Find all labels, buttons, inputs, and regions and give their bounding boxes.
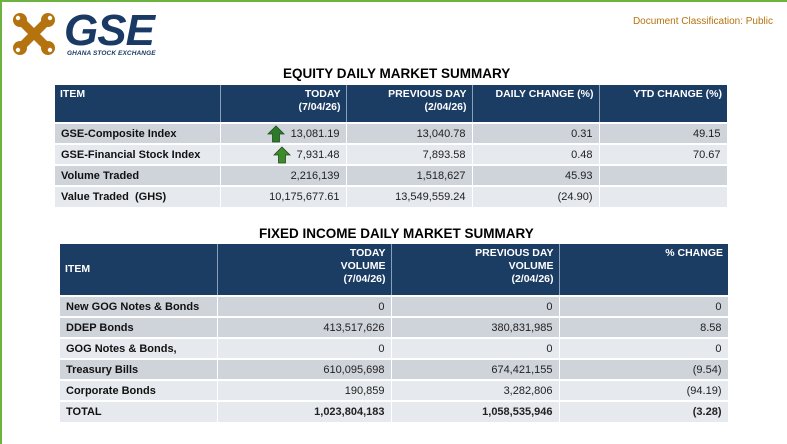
table-row: GOG Notes & Bonds, 0 0 0 bbox=[60, 337, 729, 359]
col-header-today: TODAY (7/04/26) bbox=[220, 85, 347, 123]
up-arrow-icon bbox=[272, 145, 291, 163]
fixed-income-summary-table: ITEM TODAY VOLUME (7/04/26) PREVIOUS DAY VO… bbox=[60, 244, 729, 422]
table-row: Corporate Bonds 190,859 3,282,806 (94.19… bbox=[60, 379, 729, 401]
col-header-ytd-change: YTD CHANGE (%) bbox=[599, 85, 727, 123]
row-item: Corporate Bonds bbox=[60, 379, 218, 401]
row-previous: 380,831,985 bbox=[391, 316, 560, 338]
row-previous: 1,058,535,946 bbox=[391, 400, 560, 422]
row-item: GSE-Financial Stock Index bbox=[55, 143, 221, 165]
row-today: 2,216,139 bbox=[220, 164, 347, 186]
row-today: 190,859 bbox=[217, 379, 392, 401]
row-today: 10,175,677.61 bbox=[220, 185, 347, 207]
row-previous: 13,040.78 bbox=[346, 122, 473, 144]
row-previous: 3,282,806 bbox=[391, 379, 560, 401]
document-classification: Document Classification: Public bbox=[632, 16, 773, 27]
equity-summary-table: ITEM TODAY (7/04/26) PREVIOUS DAY (2/04/26… bbox=[55, 85, 728, 207]
table-row: DDEP Bonds 413,517,626 380,831,985 8.58 bbox=[60, 316, 729, 338]
col-header-percent-change: % CHANGE bbox=[559, 244, 728, 296]
row-change: 8.58 bbox=[559, 316, 729, 338]
row-today: 7,931.48 bbox=[220, 143, 347, 165]
col-header-previous-day-volume: PREVIOUS DAY VOLUME (2/04/26) bbox=[391, 244, 560, 296]
row-item: GOG Notes & Bonds, bbox=[60, 337, 218, 359]
up-arrow-icon bbox=[266, 124, 285, 142]
table-row: Volume Traded 2,216,139 1,518,627 45.93 bbox=[55, 164, 728, 186]
row-today: 0 bbox=[217, 337, 392, 359]
col-header-item: ITEM bbox=[55, 85, 221, 123]
row-daily-change: 0.48 bbox=[472, 143, 600, 165]
table-row: Treasury Bills 610,095,698 674,421,155 (… bbox=[60, 358, 729, 380]
row-change: (94.19) bbox=[559, 379, 729, 401]
row-item: New GOG Notes & Bonds bbox=[60, 295, 218, 317]
row-today: 13,081.19 bbox=[220, 122, 347, 144]
col-header-daily-change: DAILY CHANGE (%) bbox=[472, 85, 600, 123]
table-row-total: TOTAL 1,023,804,183 1,058,535,946 (3.28) bbox=[60, 400, 729, 422]
row-item: TOTAL bbox=[60, 400, 218, 422]
table-row: GSE-Composite Index 13,081.19 13,040.78 … bbox=[55, 122, 728, 144]
fixed-income-section-title: FIXED INCOME DAILY MARKET SUMMARY bbox=[259, 226, 534, 241]
col-header-previous-day: PREVIOUS DAY (2/04/26) bbox=[346, 85, 473, 123]
gse-cross-icon bbox=[13, 13, 55, 55]
col-header-item: ITEM bbox=[60, 244, 218, 296]
row-today: 413,517,626 bbox=[217, 316, 392, 338]
logo-text: GSE bbox=[64, 6, 155, 55]
row-item: DDEP Bonds bbox=[60, 316, 218, 338]
row-item: Volume Traded bbox=[55, 164, 221, 186]
row-item: Treasury Bills bbox=[60, 358, 218, 380]
row-change: (9.54) bbox=[559, 358, 729, 380]
logo-subtitle: GHANA STOCK EXCHANGE bbox=[67, 50, 156, 57]
row-today: 610,095,698 bbox=[217, 358, 392, 380]
row-previous: 674,421,155 bbox=[391, 358, 560, 380]
row-ytd-change bbox=[599, 164, 728, 186]
equity-header-row: ITEM TODAY (7/04/26) PREVIOUS DAY (2/04/26… bbox=[55, 85, 727, 123]
row-ytd-change: 70.67 bbox=[599, 143, 728, 165]
row-today: 0 bbox=[217, 295, 392, 317]
row-ytd-change bbox=[599, 185, 728, 207]
row-daily-change: 45.93 bbox=[472, 164, 600, 186]
row-today: 1,023,804,183 bbox=[217, 400, 392, 422]
fixed-income-header-row: ITEM TODAY VOLUME (7/04/26) PREVIOUS DAY VO… bbox=[60, 244, 728, 296]
row-item: Value Traded (GHS) bbox=[55, 185, 221, 207]
row-previous: 1,518,627 bbox=[346, 164, 473, 186]
row-item: GSE-Composite Index bbox=[55, 122, 221, 144]
row-change: 0 bbox=[559, 295, 729, 317]
row-change: (3.28) bbox=[559, 400, 729, 422]
row-previous: 7,893.58 bbox=[346, 143, 473, 165]
row-daily-change: (24.90) bbox=[472, 185, 600, 207]
row-daily-change: 0.31 bbox=[472, 122, 600, 144]
table-row: Value Traded (GHS) 10,175,677.61 13,549,… bbox=[55, 185, 728, 207]
col-header-today-volume: TODAY VOLUME (7/04/26) bbox=[217, 244, 392, 296]
gse-logo: GSE GHANA STOCK EXCHANGE bbox=[12, 6, 167, 62]
equity-section-title: EQUITY DAILY MARKET SUMMARY bbox=[283, 66, 511, 81]
row-ytd-change: 49.15 bbox=[599, 122, 728, 144]
row-previous: 0 bbox=[391, 337, 560, 359]
row-previous: 13,549,559.24 bbox=[346, 185, 473, 207]
table-row: GSE-Financial Stock Index 7,931.48 7,893… bbox=[55, 143, 728, 165]
row-change: 0 bbox=[559, 337, 729, 359]
table-row: New GOG Notes & Bonds 0 0 0 bbox=[60, 295, 729, 317]
row-previous: 0 bbox=[391, 295, 560, 317]
